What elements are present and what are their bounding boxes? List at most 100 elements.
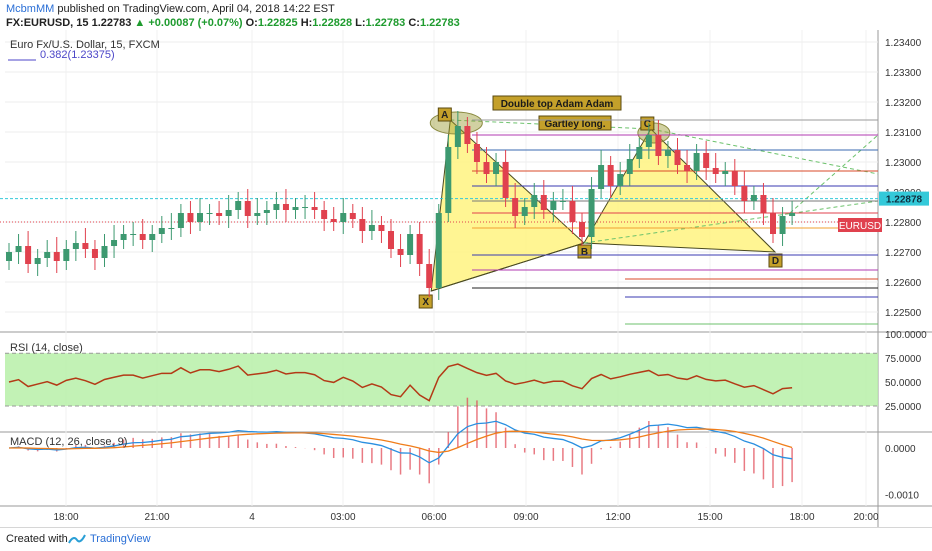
time-tick-label: 4 (249, 512, 255, 523)
rsi-line (8, 363, 793, 402)
candle-body (282, 204, 289, 210)
candle-body (598, 165, 605, 189)
pattern-point-box (418, 294, 433, 309)
candle-body (340, 213, 347, 222)
candle-body (722, 171, 729, 174)
candle-body (655, 135, 662, 156)
rsi-tick-label: 75.0000 (885, 354, 922, 365)
price-tick-label: 1.23400 (885, 38, 922, 49)
candle-body (158, 228, 165, 234)
footer: Created with TradingView (0, 527, 932, 551)
author-name[interactable]: McbmMM (6, 3, 55, 15)
candlestick-series[interactable] (6, 111, 796, 300)
candle-body (531, 195, 538, 207)
annotation-box (492, 95, 622, 111)
chart-labels: Euro Fx/U.S. Dollar, 15, FXCM 0.382(1.23… (8, 39, 160, 448)
candle-body (216, 213, 223, 216)
candle-body (731, 171, 738, 186)
tradingview-link[interactable]: TradingView (90, 533, 151, 545)
low-label: L: (355, 17, 366, 29)
close-value: 1.22783 (419, 17, 460, 29)
candle-body (626, 159, 633, 174)
candle-body (502, 162, 509, 198)
candle-body (177, 213, 184, 228)
candle-body (244, 201, 251, 216)
candle-body (359, 219, 366, 231)
tradingview-logo-icon (68, 534, 86, 544)
candle-body (63, 249, 70, 261)
candle-body (712, 168, 719, 174)
candle-body (225, 210, 232, 216)
candle-body (741, 186, 748, 201)
candle-body (540, 195, 547, 210)
price-tick-label: 1.23000 (885, 158, 922, 169)
candle-body (292, 207, 299, 210)
price-tick-label: 1.23300 (885, 68, 922, 79)
rsi-tick-label: 100.0000 (885, 330, 927, 341)
pattern-xb-leg (431, 242, 585, 292)
candle-body (311, 207, 318, 210)
published-text: published on TradingView.com, April 04, … (57, 3, 335, 15)
rsi-band (5, 352, 878, 407)
pattern-point-box (437, 107, 452, 122)
candle-body (82, 243, 89, 249)
candle-body (617, 174, 624, 186)
candle-body (435, 213, 442, 288)
candle-body (426, 264, 433, 288)
candle-body (53, 252, 60, 261)
rsi-tick-label: 25.0000 (885, 402, 922, 413)
macd-series (8, 397, 793, 488)
close-label: C: (408, 17, 420, 29)
chart-axes: 1.234001.233001.232001.231001.230001.229… (53, 38, 929, 523)
pattern-xab-triangle (430, 118, 585, 292)
candle-body (473, 144, 480, 162)
candle-body (15, 246, 22, 252)
low-value: 1.22783 (365, 17, 406, 29)
candle-body (101, 246, 108, 258)
last-price: 1.22783 (91, 17, 132, 29)
high-label: H: (300, 17, 313, 29)
candle-body (6, 252, 12, 261)
candle-body (607, 165, 614, 186)
harmonic-pattern: X A B C D Double top Adam Adam Gartley long. (418, 95, 879, 309)
candle-body (206, 213, 213, 214)
pattern-point-label: B (581, 247, 588, 258)
symbol-tag-text: EURUSD (839, 221, 881, 232)
candle-body (235, 201, 242, 210)
candle-body (111, 240, 118, 246)
trading-chart[interactable]: X A B C D Double top Adam Adam Gartley long. 1… (0, 30, 932, 527)
candle-body (550, 201, 557, 210)
price-tick-label: 1.22600 (885, 278, 922, 289)
annotation-text: Gartley long. (544, 119, 605, 130)
candle-body (454, 126, 461, 147)
trend-line-projection (789, 134, 879, 214)
candle-body (302, 207, 309, 208)
pattern-point-label: C (644, 119, 651, 130)
open-value: 1.22825 (257, 17, 298, 29)
candle-body (263, 210, 270, 213)
candle-body (378, 225, 385, 231)
created-with-text: Created with (6, 533, 68, 545)
candle-body (464, 126, 471, 144)
candle-body (445, 147, 452, 213)
candle-body (197, 213, 203, 222)
candle-body (25, 246, 32, 264)
chart-header: McbmMM published on TradingView.com, Apr… (0, 0, 932, 30)
candle-body (674, 150, 681, 165)
candle-body (789, 213, 796, 216)
candle-body (579, 222, 585, 237)
time-tick-label: 12:00 (605, 512, 630, 523)
current-price-tag (879, 191, 929, 206)
candle-body (512, 198, 519, 216)
candle-body (388, 231, 394, 249)
candle-body (521, 207, 528, 216)
annotation-text: Double top Adam Adam (501, 99, 614, 110)
candle-body (330, 219, 337, 222)
candle-body (168, 228, 175, 229)
price-tick-label: 1.23200 (885, 98, 922, 109)
candle-body (416, 234, 423, 264)
candle-body (664, 150, 671, 156)
rsi-band-fill (5, 353, 878, 406)
up-arrow-icon: ▲ (134, 17, 146, 29)
candle-body (750, 195, 757, 201)
